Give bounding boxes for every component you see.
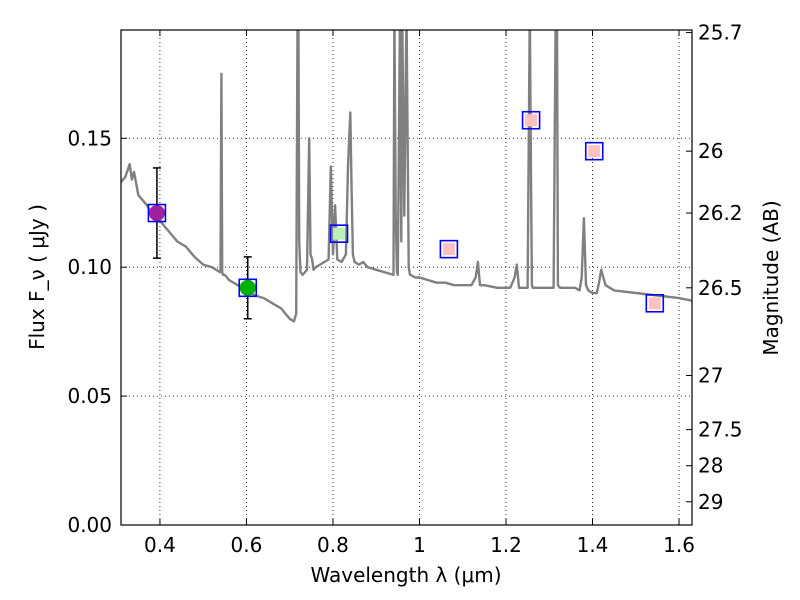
x-axis-label: Wavelength λ (μm)	[310, 563, 501, 587]
observed-flux-marker	[239, 279, 256, 296]
y-tick-label: 0.10	[67, 255, 112, 279]
y-tick-label: 0.00	[67, 513, 112, 537]
point-1.07	[439, 239, 459, 259]
model-box-marker	[329, 224, 349, 243]
point-1.26	[521, 110, 541, 130]
y-tick-label: 0.05	[67, 384, 112, 408]
model-box-marker	[147, 203, 167, 223]
x-tick-label: 0.4	[144, 533, 176, 557]
point-1.40	[584, 141, 604, 161]
right-tick-label: 26.5	[698, 276, 743, 300]
model-flux-marker	[588, 145, 601, 158]
right-axis-label: Magnitude (AB)	[759, 200, 783, 355]
template-spectrum-group	[121, 30, 692, 323]
y-axis-label: Flux F_ν ( μJy )	[25, 204, 49, 350]
observed-flux-marker	[148, 205, 165, 222]
right-tick-label: 27	[698, 363, 723, 387]
right-tick-label: 28	[698, 454, 723, 478]
model-box-marker	[439, 239, 459, 259]
right-tick-label: 29	[698, 490, 723, 514]
x-tick-label: 0.8	[317, 533, 349, 557]
model-flux-marker	[648, 297, 661, 310]
x-tick-label: 1	[413, 533, 426, 557]
model-flux-marker	[333, 227, 346, 240]
grid	[121, 30, 692, 526]
model-box-marker	[238, 278, 258, 298]
model-flux-marker	[442, 243, 455, 256]
point-0.81	[329, 224, 349, 243]
x-tick-label: 1.4	[577, 533, 609, 557]
axis-ticks	[121, 30, 692, 526]
y-tick-label: 0.15	[67, 126, 112, 150]
photometry-points	[147, 110, 665, 320]
point-0.60	[238, 256, 258, 320]
point-1.54	[645, 293, 665, 313]
model-flux-marker	[525, 114, 538, 127]
right-tick-label: 27.5	[698, 418, 743, 442]
right-tick-label: 25.7	[698, 21, 743, 45]
model-box-marker	[645, 293, 665, 313]
template-spectrum-line	[121, 30, 692, 323]
right-tick-label: 26.2	[698, 201, 743, 225]
point-0.39	[147, 167, 167, 259]
x-tick-label: 0.6	[231, 533, 263, 557]
tick-labels: 0.4 0.6 0.8 1 1.2 1.4 1.6 0.00 0.05 0.10 0.15 25.7 2…	[67, 21, 742, 557]
plot-frame	[120, 29, 693, 526]
right-tick-label: 26	[698, 139, 723, 163]
x-tick-label: 1.2	[490, 533, 522, 557]
x-tick-label: 1.6	[663, 533, 695, 557]
model-box-marker	[584, 141, 604, 161]
model-box-marker	[521, 110, 541, 130]
